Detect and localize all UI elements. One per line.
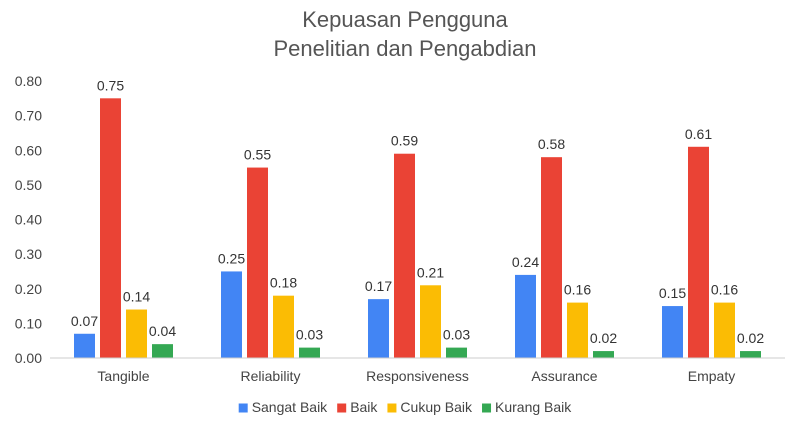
category-labels-group: Tangible Reliability Responsiveness Assuran… [97,368,735,384]
legend-swatch [387,403,397,413]
bar-kurang-baik [593,351,614,358]
y-tick-label: 0.40 [15,212,42,228]
bar-sangat-baik [74,333,95,358]
bar-baik [100,98,121,358]
bar-cukup-baik [714,302,735,358]
bar-cukup-baik [567,302,588,358]
bar-baik [394,153,415,358]
data-label: 0.15 [659,285,686,301]
data-label: 0.03 [296,327,323,343]
x-tick-label: Empaty [688,368,735,384]
bar-kurang-baik [446,347,467,358]
legend-label: Kurang Baik [495,399,572,415]
data-label: 0.14 [123,289,150,305]
y-tick-label: 0.50 [15,177,42,193]
chart-subtitle: Penelitian dan Pengabdian [273,36,536,61]
x-tick-label: Reliability [241,368,301,384]
legend-label: Baik [350,399,378,415]
bar-sangat-baik [662,306,683,358]
bar-kurang-baik [740,351,761,358]
y-tick-label: 0.30 [15,246,42,262]
data-label: 0.16 [564,282,591,298]
data-label: 0.04 [149,323,176,339]
data-label: 0.07 [71,313,98,329]
data-label: 0.02 [737,330,764,346]
y-tick-label: 0.70 [15,108,42,124]
data-label: 0.17 [365,278,392,294]
x-tick-label: Assurance [531,368,597,384]
data-label: 0.59 [391,133,418,149]
data-label: 0.02 [590,330,617,346]
data-label: 0.16 [711,282,738,298]
legend: Sangat Baik Baik Cukup Baik Kurang Baik [238,399,572,415]
x-tick-label: Responsiveness [366,368,469,384]
bar-sangat-baik [368,299,389,358]
data-label: 0.03 [443,327,470,343]
bar-baik [541,157,562,358]
chart-title: Kepuasan Pengguna [302,7,508,32]
bar-kurang-baik [299,347,320,358]
y-axis-ticks: 0.00 0.10 0.20 0.30 0.40 0.50 0.60 0.70 0.80 [15,73,42,366]
bars-group [74,98,761,358]
bar-baik [247,167,268,358]
bar-cukup-baik [273,295,294,358]
legend-swatch [337,403,347,413]
data-label: 0.25 [218,250,245,266]
data-label: 0.24 [512,254,539,270]
data-label: 0.58 [538,136,565,152]
data-label: 0.21 [417,264,444,280]
bar-baik [688,146,709,358]
y-tick-label: 0.00 [15,350,42,366]
data-label: 0.61 [685,126,712,142]
data-label: 0.75 [97,77,124,93]
x-tick-label: Tangible [97,368,149,384]
y-tick-label: 0.20 [15,281,42,297]
bar-cukup-baik [126,309,147,358]
y-tick-label: 0.80 [15,73,42,89]
legend-label: Sangat Baik [252,399,328,415]
data-label: 0.18 [270,275,297,291]
bar-kurang-baik [152,344,173,358]
bar-sangat-baik [221,271,242,358]
value-labels-group: 0.07 0.75 0.14 0.04 0.25 0.55 0.18 0.03 0.17 0.59… [71,77,764,346]
bar-sangat-baik [515,274,536,358]
data-label: 0.55 [244,147,271,163]
legend-label: Cukup Baik [400,399,473,415]
bar-cukup-baik [420,285,441,358]
legend-swatch [482,403,492,413]
y-tick-label: 0.10 [15,315,42,331]
legend-swatch [238,403,248,413]
y-tick-label: 0.60 [15,142,42,158]
